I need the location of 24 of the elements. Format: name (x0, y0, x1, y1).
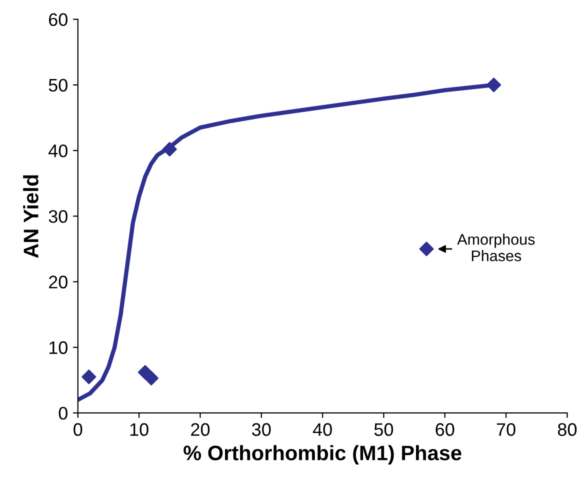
x-tick-label: 50 (374, 423, 394, 436)
x-tick-label: 60 (436, 423, 454, 436)
x-axis-title: % Orthorhombic (M1) Phase (184, 445, 462, 464)
x-tick-label: 40 (312, 423, 332, 436)
x-tick-label: 80 (558, 423, 577, 436)
y-tick-label: 0 (58, 406, 68, 420)
x-tick-label: 70 (496, 423, 516, 436)
point (419, 242, 434, 256)
point (162, 142, 177, 157)
point (82, 370, 96, 384)
y-tick-label: 40 (48, 144, 68, 158)
y-tick-label: 20 (49, 276, 68, 288)
y-tick-label: 50 (48, 78, 68, 92)
x-tick-label: 20 (191, 423, 210, 436)
point (486, 78, 502, 92)
y-tick-label: 30 (48, 210, 68, 223)
annotation: Amorphous Phases (457, 234, 535, 262)
y-tick-label: 10 (49, 341, 68, 354)
x-tick-label: 10 (130, 423, 148, 436)
y-tick-label: 60 (49, 13, 68, 26)
y-axis-title: AN Yield (23, 175, 38, 258)
x-tick-label: 30 (252, 423, 271, 436)
point (144, 370, 159, 386)
x-tick-label: 0 (74, 423, 82, 436)
